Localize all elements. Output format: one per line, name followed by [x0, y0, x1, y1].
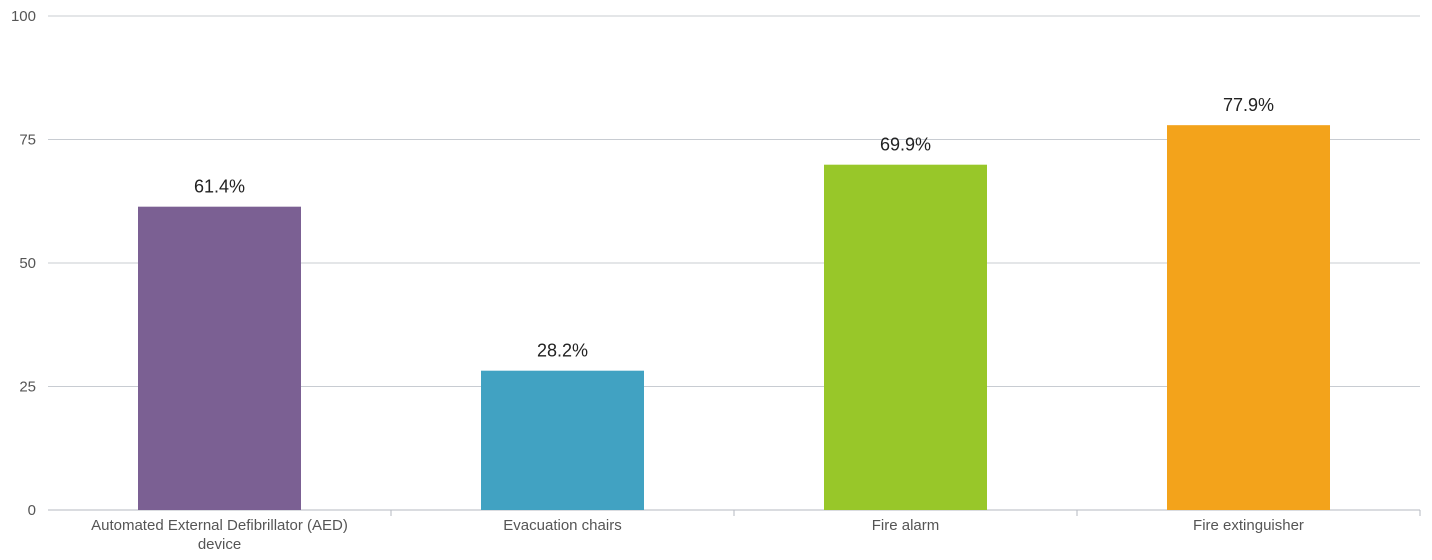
x-tick-label: device: [198, 536, 241, 553]
x-tick-labels: Automated External Defibrillator (AED) de…: [91, 517, 1304, 553]
bars: [138, 125, 1330, 510]
x-tick-label: Fire alarm: [872, 517, 940, 534]
bar: [824, 164, 987, 510]
x-tick-label: Evacuation chairs: [503, 517, 621, 534]
data-label: 61.4%: [194, 177, 245, 197]
axes: [48, 509, 1421, 516]
y-tick-label: 75: [19, 132, 36, 149]
bar: [1167, 125, 1330, 510]
y-tick-label: 25: [19, 379, 36, 396]
y-tick-labels: 0 25 50 75 100: [11, 8, 36, 519]
bar: [138, 206, 301, 510]
data-label: 28.2%: [537, 341, 588, 361]
data-label: 77.9%: [1223, 95, 1274, 115]
bar: [481, 370, 644, 510]
y-tick-label: 100: [11, 8, 36, 25]
data-label: 69.9%: [880, 135, 931, 155]
data-labels: 61.4% 28.2% 69.9% 77.9%: [194, 95, 1274, 361]
y-tick-label: 50: [19, 255, 36, 272]
x-tick-label: Automated External Defibrillator (AED): [91, 517, 348, 534]
y-tick-label: 0: [28, 502, 36, 519]
x-tick-label: Fire extinguisher: [1193, 517, 1304, 534]
